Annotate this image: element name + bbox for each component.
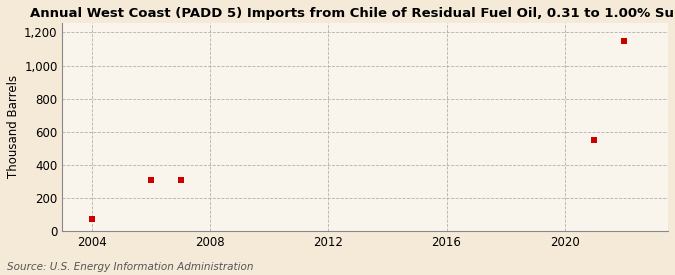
- Y-axis label: Thousand Barrels: Thousand Barrels: [7, 75, 20, 178]
- Title: Annual West Coast (PADD 5) Imports from Chile of Residual Fuel Oil, 0.31 to 1.00: Annual West Coast (PADD 5) Imports from …: [30, 7, 675, 20]
- Text: Source: U.S. Energy Information Administration: Source: U.S. Energy Information Administ…: [7, 262, 253, 272]
